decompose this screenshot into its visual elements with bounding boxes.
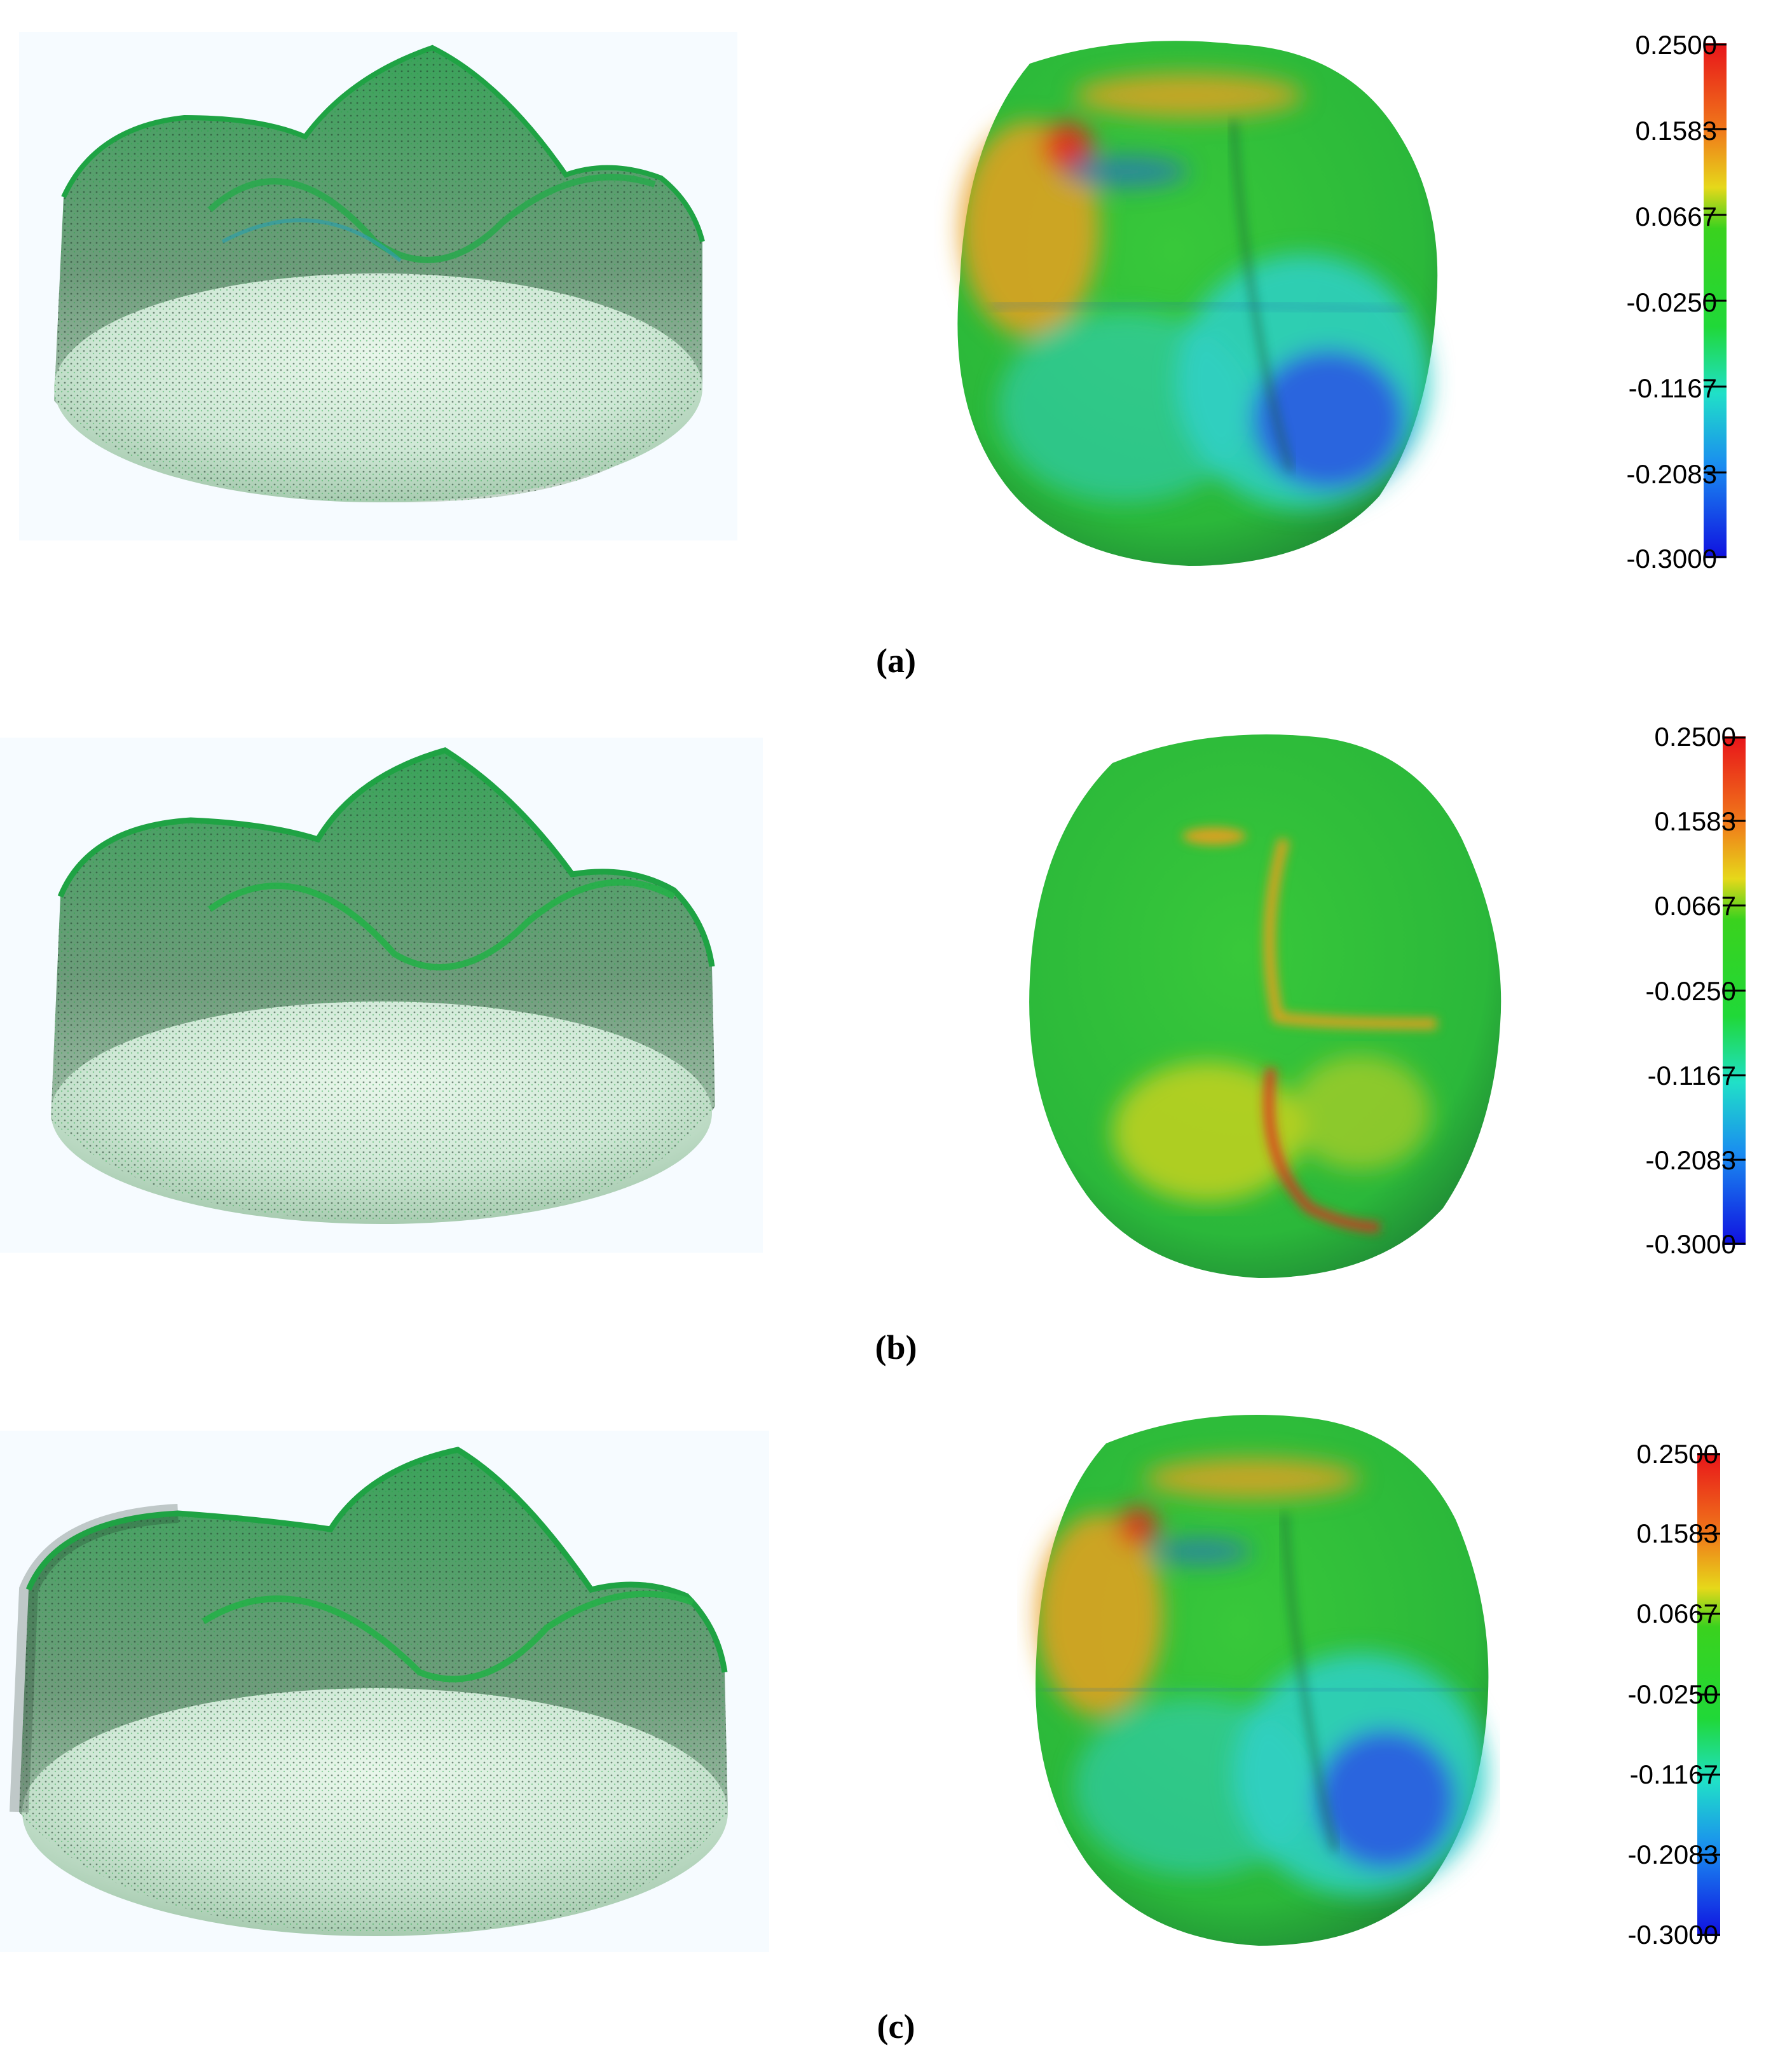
colorbar-tick: 0.2500	[1654, 722, 1736, 752]
colorbar-tick: 0.1583	[1654, 806, 1736, 836]
panel-caption: (c)	[877, 2007, 915, 2046]
colorbar-tick: 0.2500	[1636, 1439, 1718, 1469]
point-cloud-c	[0, 1431, 769, 1952]
colorbar-a	[1704, 43, 1727, 558]
colorbar-tick: -0.3000	[1645, 1229, 1736, 1259]
colorbar-tick: 0.0667	[1635, 202, 1717, 231]
colorbar-c	[1697, 1453, 1720, 1936]
panel-caption: (b)	[875, 1328, 917, 1366]
colorbar-tick: 0.1583	[1635, 116, 1717, 146]
colorbar-tick: -0.0250	[1627, 1679, 1718, 1709]
panel-c: 0.2500 0.1583 0.0667 -0.0250 -0.1167 -0.…	[0, 1415, 1792, 2064]
colorbar-tick: -0.0250	[1626, 287, 1717, 317]
colorbar-tick: 0.1583	[1636, 1518, 1718, 1548]
panel-caption: (a)	[876, 642, 916, 680]
point-cloud-b	[0, 738, 763, 1253]
colorbar-tick: 0.0667	[1654, 891, 1736, 921]
panel-a: 0.2500 0.1583 0.0667 -0.0250 -0.1167 -0.…	[0, 0, 1792, 687]
colorbar-tick: 0.0667	[1636, 1599, 1718, 1628]
colorbar-tick: 0.2500	[1635, 30, 1717, 60]
colorbar-tick: -0.3000	[1626, 544, 1717, 574]
colorbar-tick: -0.0250	[1645, 976, 1736, 1006]
deviation-map-c	[1036, 1415, 1489, 1946]
colorbar-tick: -0.1167	[1628, 373, 1717, 403]
colorbar-tick: -0.2083	[1627, 1840, 1718, 1869]
colorbar-tick: -0.1167	[1629, 1759, 1718, 1789]
colorbar-tick: -0.2083	[1626, 459, 1717, 489]
colorbar-tick: -0.2083	[1645, 1145, 1736, 1175]
colorbar-tick: -0.1167	[1647, 1061, 1736, 1090]
panel-b: 0.2500 0.1583 0.0667 -0.0250 -0.1167 -0.…	[0, 712, 1792, 1399]
deviation-map-a	[957, 41, 1438, 567]
colorbar-tick: -0.3000	[1627, 1920, 1718, 1950]
deviation-map-b	[1029, 734, 1501, 1278]
point-cloud-a	[19, 32, 737, 540]
colorbar-b	[1723, 736, 1746, 1245]
